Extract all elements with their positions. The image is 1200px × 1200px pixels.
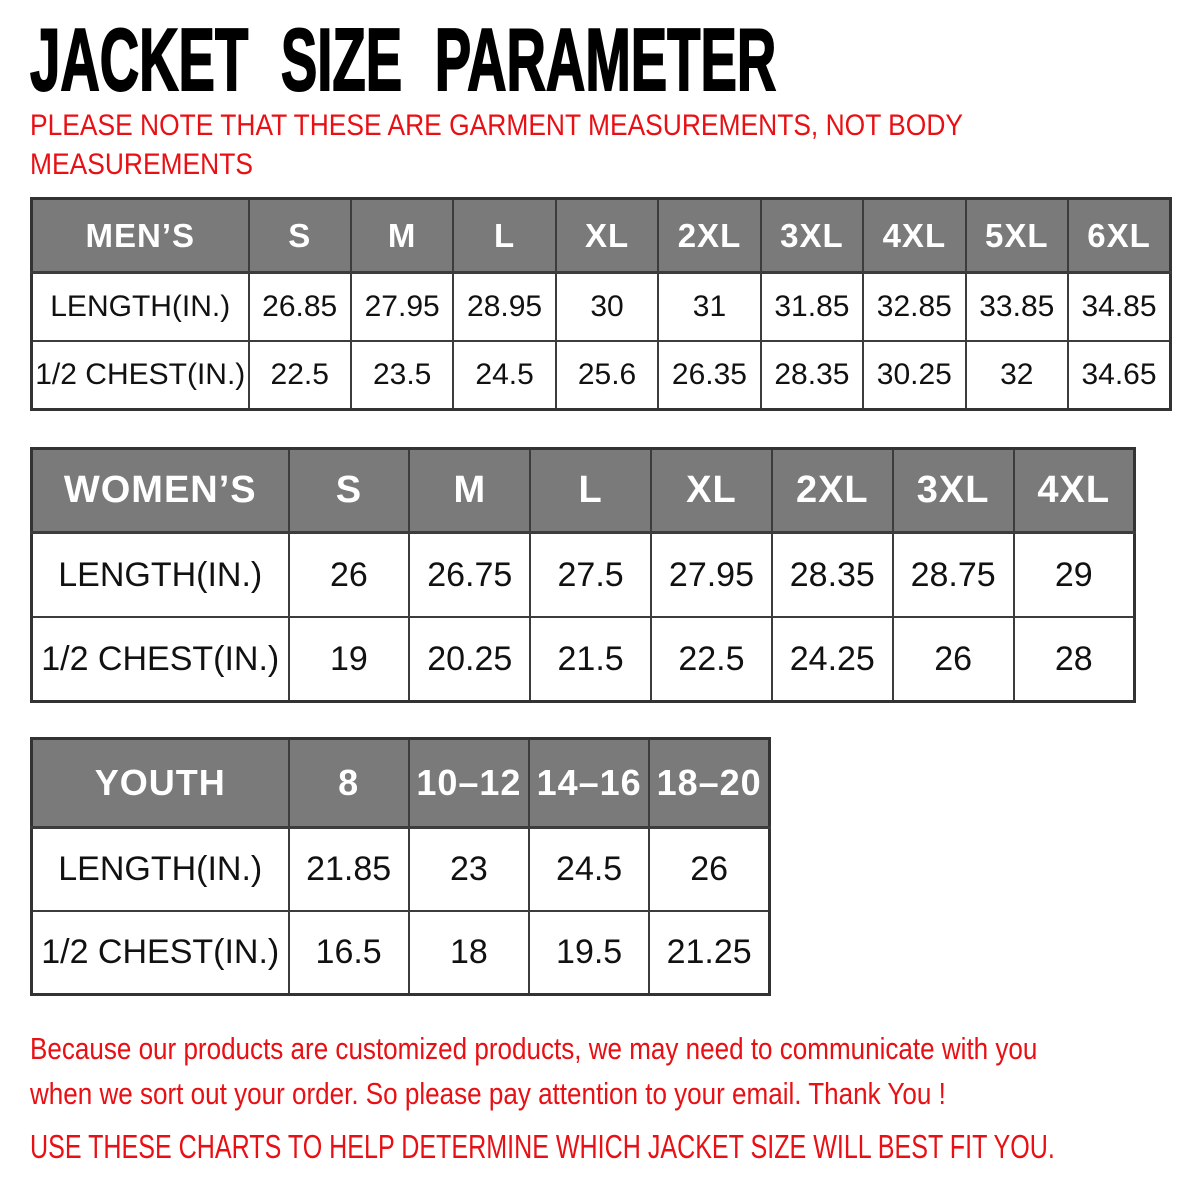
size-column-header: M — [349, 197, 455, 274]
garment-measurement-note: PLEASE NOTE THAT THESE ARE GARMENT MEASU… — [30, 106, 1090, 184]
size-column-header: 2XL — [770, 447, 894, 534]
row-label: LENGTH(IN.) — [30, 531, 290, 618]
measurement-cell: 28.95 — [452, 271, 557, 342]
size-column-header: XL — [650, 447, 773, 534]
mens-size-table: MEN’S S M L XL 2XL 3XL 4XL 5XL 6XL LENGT… — [30, 197, 1172, 411]
measurement-cell: 28.35 — [770, 531, 894, 618]
size-column-header: 8 — [287, 737, 410, 829]
size-column-header: 4XL — [1012, 447, 1136, 534]
youth-length-row: LENGTH(IN.) 21.85 23 24.5 26 — [30, 826, 771, 912]
size-column-header: 18–20 — [648, 737, 771, 829]
measurement-cell: 31.85 — [759, 271, 865, 342]
measurement-cell: 28.35 — [759, 340, 865, 411]
measurement-cell: 19 — [287, 616, 411, 703]
measurement-cell: 26 — [287, 531, 411, 618]
measurement-cell: 21.5 — [529, 616, 653, 703]
size-column-header: 4XL — [862, 197, 967, 274]
measurement-cell: 32.85 — [862, 271, 967, 342]
size-column-header: L — [452, 197, 557, 274]
measurement-cell: 32 — [964, 340, 1070, 411]
measurement-cell: 26.75 — [408, 531, 532, 618]
youth-header-row: YOUTH 8 10–12 14–16 18–20 — [30, 737, 771, 829]
womens-size-table: WOMEN’S S M L XL 2XL 3XL 4XL LENGTH(IN.)… — [30, 447, 1136, 703]
measurement-cell: 24.5 — [527, 826, 651, 912]
youth-table-title: YOUTH — [30, 737, 290, 829]
mens-header-row: MEN’S S M L XL 2XL 3XL 4XL 5XL 6XL — [30, 197, 1172, 274]
size-column-header: 3XL — [891, 447, 1015, 534]
womens-table-title: WOMEN’S — [30, 447, 290, 534]
measurement-cell: 18 — [407, 910, 531, 996]
womens-length-row: LENGTH(IN.) 26 26.75 27.5 27.95 28.35 28… — [30, 531, 1136, 618]
measurement-cell: 27.95 — [650, 531, 773, 618]
size-column-header: M — [408, 447, 532, 534]
note-line-1: PLEASE NOTE THAT THESE ARE GARMENT MEASU… — [30, 109, 964, 142]
size-column-header: XL — [554, 197, 660, 274]
size-column-header: 14–16 — [527, 737, 651, 829]
size-column-header: 5XL — [964, 197, 1070, 274]
measurement-cell: 26.35 — [657, 340, 762, 411]
measurement-cell: 28 — [1012, 616, 1136, 703]
note-line-2: MEASUREMENTS — [30, 148, 253, 181]
measurement-cell: 20.25 — [408, 616, 532, 703]
measurement-cell: 30 — [554, 271, 660, 342]
measurement-cell: 30.25 — [862, 340, 967, 411]
mens-table-title: MEN’S — [30, 197, 250, 274]
measurement-cell: 24.25 — [770, 616, 894, 703]
size-column-header: 6XL — [1067, 197, 1172, 274]
measurement-cell: 26 — [648, 826, 771, 912]
row-label: LENGTH(IN.) — [30, 271, 250, 342]
measurement-cell: 29 — [1012, 531, 1136, 618]
measurement-cell: 25.6 — [554, 340, 660, 411]
measurement-cell: 27.5 — [529, 531, 653, 618]
measurement-cell: 26 — [891, 616, 1015, 703]
row-label: LENGTH(IN.) — [30, 826, 290, 912]
row-label: 1/2 CHEST(IN.) — [30, 616, 290, 703]
measurement-cell: 26.85 — [247, 271, 352, 342]
measurement-cell: 22.5 — [650, 616, 773, 703]
measurement-cell: 16.5 — [287, 910, 410, 996]
measurement-cell: 34.65 — [1067, 340, 1172, 411]
measurement-cell: 23 — [407, 826, 531, 912]
size-column-header: 3XL — [759, 197, 865, 274]
page-title: JACKET SIZE PARAMETER — [29, 10, 777, 109]
row-label: 1/2 CHEST(IN.) — [30, 910, 290, 996]
womens-header-row: WOMEN’S S M L XL 2XL 3XL 4XL — [30, 447, 1136, 534]
notice-line-1: Because our products are customized prod… — [30, 1031, 1038, 1066]
notice-line-2: when we sort out your order. So please p… — [30, 1076, 946, 1111]
measurement-cell: 31 — [657, 271, 762, 342]
chart-usage-hint: USE THESE CHARTS TO HELP DETERMINE WHICH… — [30, 1128, 1055, 1165]
measurement-cell: 21.85 — [287, 826, 410, 912]
youth-size-table: YOUTH 8 10–12 14–16 18–20 LENGTH(IN.) 21… — [30, 737, 771, 996]
measurement-cell: 33.85 — [964, 271, 1070, 342]
measurement-cell: 22.5 — [247, 340, 352, 411]
measurement-cell: 21.25 — [648, 910, 771, 996]
measurement-cell: 34.85 — [1067, 271, 1172, 342]
measurement-cell: 24.5 — [452, 340, 557, 411]
size-column-header: 2XL — [657, 197, 762, 274]
row-label: 1/2 CHEST(IN.) — [30, 340, 250, 411]
measurement-cell: 23.5 — [349, 340, 455, 411]
size-column-header: 10–12 — [407, 737, 531, 829]
mens-chest-row: 1/2 CHEST(IN.) 22.5 23.5 24.5 25.6 26.35… — [30, 340, 1172, 411]
size-column-header: S — [287, 447, 411, 534]
size-column-header: L — [529, 447, 653, 534]
mens-length-row: LENGTH(IN.) 26.85 27.95 28.95 30 31 31.8… — [30, 271, 1172, 342]
measurement-cell: 19.5 — [527, 910, 651, 996]
measurement-cell: 27.95 — [349, 271, 455, 342]
youth-chest-row: 1/2 CHEST(IN.) 16.5 18 19.5 21.25 — [30, 910, 771, 996]
measurement-cell: 28.75 — [891, 531, 1015, 618]
womens-chest-row: 1/2 CHEST(IN.) 19 20.25 21.5 22.5 24.25 … — [30, 616, 1136, 703]
size-column-header: S — [247, 197, 352, 274]
customization-notice: Because our products are customized prod… — [30, 1026, 1200, 1116]
